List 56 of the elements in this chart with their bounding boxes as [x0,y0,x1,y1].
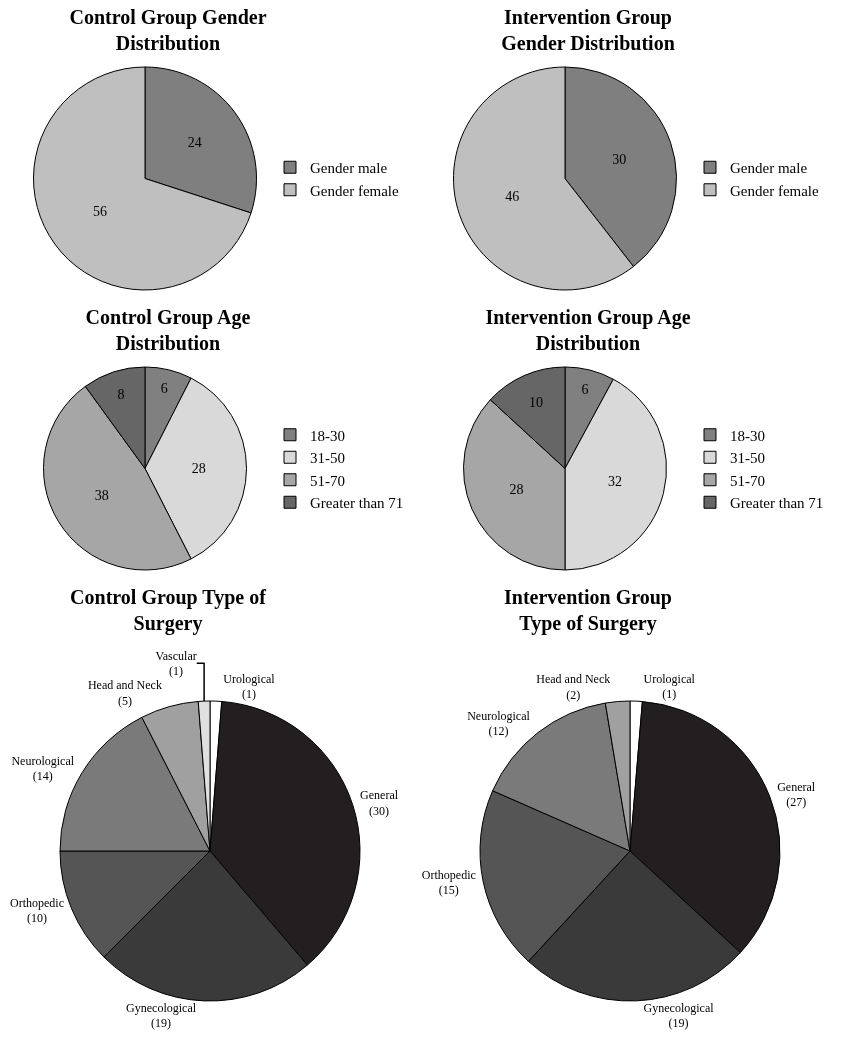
data-label: 32 [607,473,622,489]
slice-label: Urological [223,671,276,686]
data-label: 30 [612,152,627,168]
legend-label: Gender female [730,182,820,199]
data-label: 28 [191,461,206,476]
slice-label: Orthopedic [10,895,65,910]
legend-label: 31-50 [310,450,345,467]
data-label: (14) [32,769,53,784]
data-label: (10) [27,911,48,926]
chart-title: Control Group Type of Surgery [70,586,267,635]
data-label: (2) [566,687,581,702]
legend-label: Greater than 71 [730,495,824,512]
data-label: 6 [160,380,168,396]
slice-label: Gynecological [126,1000,197,1015]
slice-label: Neurological [467,708,531,723]
data-label: 8 [117,387,125,403]
chart-title: Control Group Gender Distribution [69,6,267,54]
data-label: 10 [528,394,543,410]
data-label: (19) [151,1016,172,1031]
slice-label: Vascular [155,648,197,663]
chart-title: Intervention Group Type of Surgery [504,586,672,635]
data-label: (1) [241,687,256,702]
slice-label: Neurological [11,753,75,768]
legend-label: Gender male [730,160,808,177]
legend-label: Gender female [310,182,400,199]
slice-label: Head and Neck [87,678,162,693]
data-label: (12) [488,724,509,739]
data-label: 38 [94,487,109,503]
chart-title: Intervention Group Gender Distribution [501,6,675,54]
data-label: 24 [187,134,202,150]
slice-label: Head and Neck [536,672,611,687]
slice-label: General [360,788,399,803]
data-label: 6 [581,382,589,397]
data-label: (27) [786,795,807,810]
data-label: (30) [369,804,390,819]
legend-label: Gender male [310,160,388,177]
data-label: 28 [509,482,524,498]
legend-label: 18-30 [310,427,345,444]
slice-label: Urological [643,671,696,686]
chart-title: Intervention Group Age Distribution [485,306,691,354]
legend-label: 51-70 [730,472,765,489]
data-label: (5) [117,693,132,708]
legend-label: Greater than 71 [310,495,404,512]
data-label: (19) [668,1016,689,1031]
slice-label: General [777,779,816,794]
data-label: (1) [169,664,184,679]
data-label: 56 [92,203,107,219]
slice-label: Orthopedic [421,867,476,882]
chart-title: Control Group Age Distribution [85,306,251,354]
legend-label: 31-50 [730,450,765,467]
data-label: (15) [438,883,459,898]
legend-label: 51-70 [310,472,345,489]
data-label: (1) [662,687,677,702]
slice-label: Gynecological [643,1000,715,1015]
legend-label: 18-30 [730,427,765,444]
data-label: 46 [505,189,520,205]
